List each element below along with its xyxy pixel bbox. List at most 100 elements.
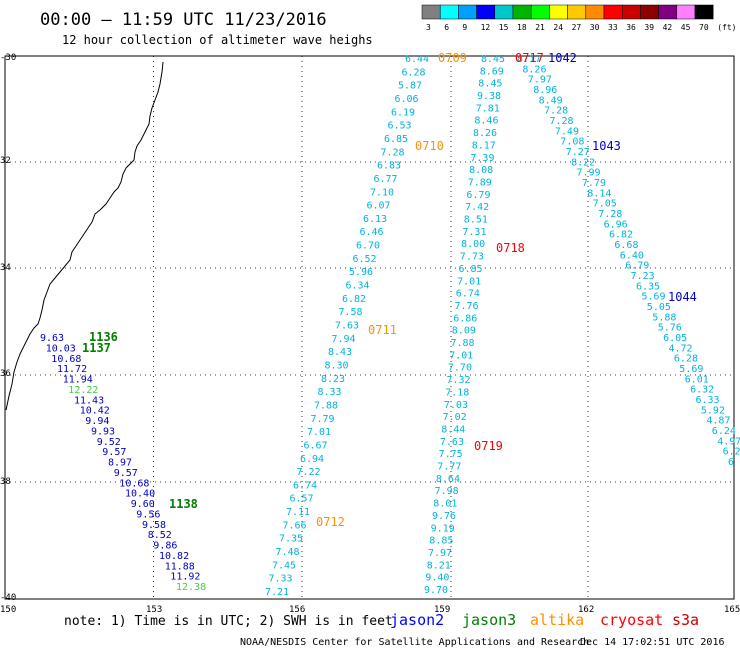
colorbar-label: 33 xyxy=(608,23,618,32)
wave-height-value: 6.13 xyxy=(363,214,387,225)
wave-height-value: 7.75 xyxy=(439,449,463,460)
wave-height-value: 6.01 xyxy=(685,374,709,385)
wave-height-value: 7.18 xyxy=(445,387,469,398)
pass-label: 0719 xyxy=(474,439,503,453)
pass-label: 1138 xyxy=(169,497,198,511)
wave-height-value: 7.88 xyxy=(314,400,338,411)
colorbar-label: 70 xyxy=(699,23,709,32)
wave-height-value: 12.22 xyxy=(68,385,98,396)
wave-height-value: 7.73 xyxy=(460,252,484,263)
colorbar-swatch xyxy=(530,4,550,20)
wave-height-value: 9.70 xyxy=(424,585,448,596)
wave-height-value: 7.21 xyxy=(265,587,289,598)
wave-height-value: 5.92 xyxy=(701,405,725,416)
pass-label: 1136 xyxy=(89,330,118,344)
lat-tick-label: -30 xyxy=(0,53,16,63)
wave-height-value: 6.77 xyxy=(374,174,398,185)
wave-height-value: 6.33 xyxy=(696,395,720,406)
legend-jason2: jason2 xyxy=(390,611,444,629)
axis-ticks: -30 32 34 36 38 -40 150 153 156 159 162 165 xyxy=(0,53,740,615)
colorbar-swatch xyxy=(458,4,477,20)
wave-height-value: 8.52 xyxy=(148,530,172,541)
colorbar-swatch xyxy=(439,4,459,20)
colorbar-label: 42 xyxy=(663,23,673,32)
wave-height-value: 8.51 xyxy=(464,215,488,226)
wave-height-value: 6.74 xyxy=(456,289,480,300)
colorbar-label: 12 xyxy=(481,23,491,32)
wave-height-value: 8.22 xyxy=(571,157,595,168)
wave-height-value: 6.40 xyxy=(620,250,644,261)
lat-tick-label: 32 xyxy=(0,156,11,166)
wave-height-value: 5.69 xyxy=(679,364,703,375)
wave-height-value: 7.42 xyxy=(465,202,489,213)
track-cyan-west: 6.44 6.28 5.87 6.06 6.19 6.53 6.85 7.28 6.83 6.77… xyxy=(265,54,429,598)
pass-label: 0710 xyxy=(415,139,444,153)
lon-tick-label: 153 xyxy=(146,605,162,615)
wave-height-value: 7.94 xyxy=(332,334,356,345)
wave-height-value: 5.88 xyxy=(652,312,676,323)
wave-height-value: 7.31 xyxy=(462,227,486,238)
colorbar-swatch xyxy=(512,4,532,20)
colorbar-label: 18 xyxy=(517,23,527,32)
wave-height-value: 10.42 xyxy=(80,406,110,417)
wave-height-value: 8.33 xyxy=(318,387,342,398)
wave-height-value: 7.45 xyxy=(272,560,296,571)
wave-height-value: 10.82 xyxy=(159,551,189,562)
wave-height-value: 8.08 xyxy=(469,165,493,176)
wave-height-value: 6.85 xyxy=(384,134,408,145)
wave-height-value: 7.22 xyxy=(297,467,321,478)
wave-height-value: 8.21 xyxy=(427,560,451,571)
wave-height-value: 11.72 xyxy=(57,364,87,375)
wave-height-value: 9.40 xyxy=(425,573,449,584)
wave-height-value: 7.63 xyxy=(440,437,464,448)
colorbar-swatch xyxy=(658,4,678,20)
wave-height-value: 8.00 xyxy=(461,239,485,250)
wave-height-value: 8.69 xyxy=(480,66,504,77)
footer-note: note: 1) Time is in UTC; 2) SWH is in fe… xyxy=(64,614,393,629)
pass-label: 0717 xyxy=(515,51,544,65)
wave-height-value: 6.82 xyxy=(609,230,633,241)
wave-height-value: 7.11 xyxy=(286,507,310,518)
wave-height-value: 6.53 xyxy=(388,121,412,132)
wave-height-value: 4.97 xyxy=(717,436,740,447)
colorbar-swatch xyxy=(585,4,605,20)
colorbar-label: 15 xyxy=(499,23,509,32)
pass-label: 1137 xyxy=(82,341,111,355)
wave-height-value: 7.70 xyxy=(448,363,472,374)
wave-height-value: 10.68 xyxy=(119,478,149,489)
wave-height-value: 5.05 xyxy=(647,302,671,313)
wave-height-value: 10.03 xyxy=(46,343,76,354)
coastline xyxy=(5,61,164,411)
wave-height-value: 8.17 xyxy=(517,54,541,65)
legend-cryosat: cryosat xyxy=(600,611,663,629)
lon-tick-label: 165 xyxy=(724,605,740,615)
wave-height-value: 6.70 xyxy=(356,241,380,252)
wave-height-value: 8.96 xyxy=(533,85,557,96)
plot-frame xyxy=(4,55,735,600)
colorbar-label: 6 xyxy=(444,23,449,32)
wave-height-value: 6.67 xyxy=(304,440,328,451)
wave-height-value: 7.66 xyxy=(283,520,307,531)
wave-height-value: 6.35 xyxy=(636,281,660,292)
wave-height-value: 7.97 xyxy=(428,548,452,559)
wave-height-value: 8.45 xyxy=(481,54,505,65)
map-subtitle: 12 hour collection of altimeter wave hei… xyxy=(62,33,373,47)
pass-label: 0711 xyxy=(368,323,397,337)
wave-height-value: 6.94 xyxy=(300,454,324,465)
colorbar-label: 9 xyxy=(462,23,467,32)
lat-tick-label: 36 xyxy=(0,369,11,379)
wave-height-value: 8.26 xyxy=(522,64,546,75)
wave-height-value: 9.60 xyxy=(131,499,155,510)
wave-height-value: 7.58 xyxy=(339,307,363,318)
wave-height-value: 7.23 xyxy=(631,271,655,282)
wave-height-value: 6.82 xyxy=(342,294,366,305)
wave-height-value: 9.93 xyxy=(91,426,115,437)
wave-height-value: 9.94 xyxy=(85,416,109,427)
wave-height-value: 6.74 xyxy=(293,480,317,491)
wave-height-value: 8.46 xyxy=(474,116,498,127)
wave-height-value: 7.32 xyxy=(447,375,471,386)
wave-height-value: 11.94 xyxy=(63,375,93,386)
wave-height-value: 6.06 xyxy=(395,94,419,105)
